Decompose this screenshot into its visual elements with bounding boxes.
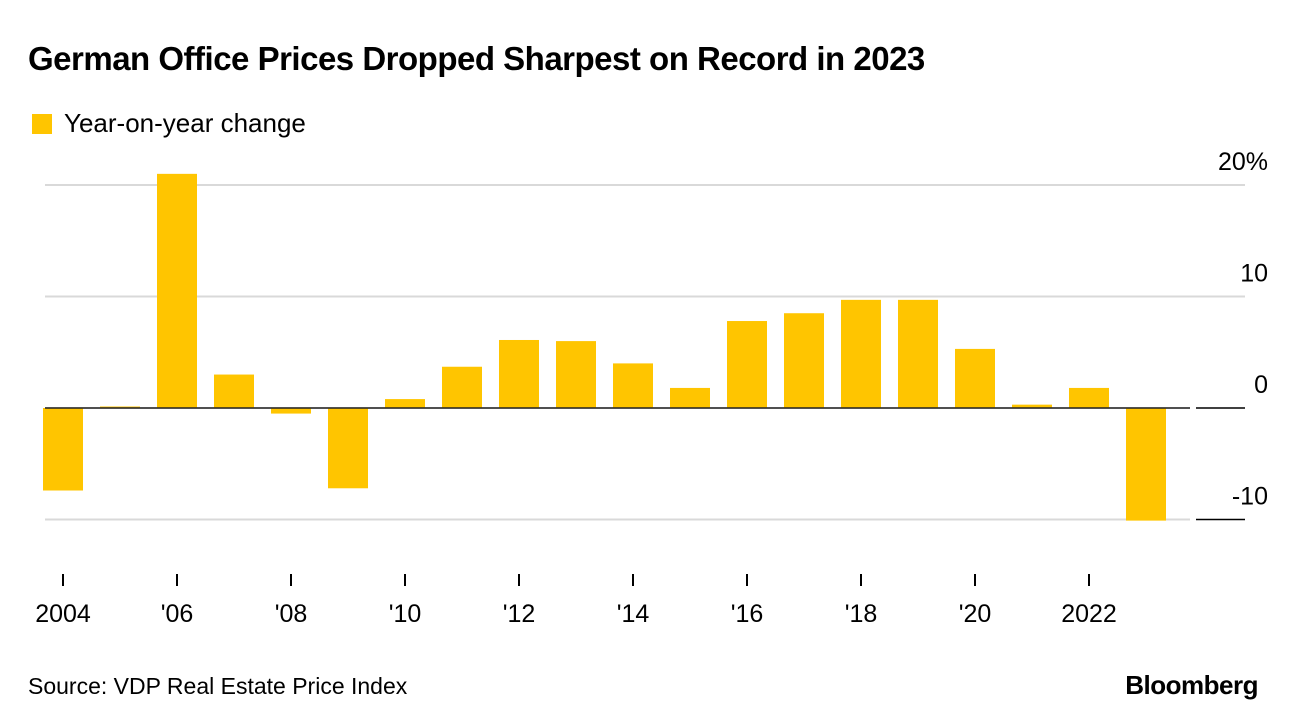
bar-2015 bbox=[670, 387, 710, 408]
bar-2014 bbox=[613, 363, 653, 408]
bar-2004 bbox=[43, 408, 83, 491]
y-tick-label: -10 bbox=[1232, 483, 1268, 511]
chart-title: German Office Prices Dropped Sharpest on… bbox=[28, 40, 925, 77]
bar-2013 bbox=[556, 341, 596, 408]
legend: Year-on-year change bbox=[32, 108, 306, 139]
bar-2007 bbox=[214, 374, 254, 408]
x-tick-label: '16 bbox=[731, 600, 764, 628]
y-tick-label: 20% bbox=[1218, 148, 1268, 176]
y-tick-label: 0 bbox=[1254, 371, 1268, 399]
bar-2011 bbox=[442, 366, 482, 408]
bar-2017 bbox=[784, 313, 824, 408]
bar-2010 bbox=[385, 399, 425, 408]
bar-2009 bbox=[328, 408, 368, 489]
y-tick-label: 10 bbox=[1240, 260, 1268, 288]
bar-2008 bbox=[271, 408, 311, 414]
bar-2012 bbox=[499, 339, 539, 408]
bar-2018 bbox=[841, 299, 881, 408]
bar-2022 bbox=[1069, 387, 1109, 408]
x-tick-label: '06 bbox=[161, 600, 194, 628]
x-tick-label: '20 bbox=[959, 600, 992, 628]
bloomberg-logo: Bloomberg bbox=[1125, 670, 1258, 700]
x-tick-label: '10 bbox=[389, 600, 422, 628]
x-tick-label: '08 bbox=[275, 600, 308, 628]
bar-2019 bbox=[898, 299, 938, 408]
x-tick-label: '18 bbox=[845, 600, 878, 628]
bar-2021 bbox=[1012, 404, 1052, 408]
x-tick-label: '12 bbox=[503, 600, 536, 628]
bar-2020 bbox=[955, 348, 995, 408]
legend-label: Year-on-year change bbox=[64, 108, 306, 138]
source-note: Source: VDP Real Estate Price Index bbox=[28, 673, 408, 699]
legend-swatch bbox=[32, 113, 52, 134]
x-tick-label: 2022 bbox=[1061, 600, 1117, 628]
bar-2023 bbox=[1126, 408, 1166, 521]
bar-2006 bbox=[157, 173, 197, 408]
bar-2016 bbox=[727, 321, 767, 408]
x-tick-label: 2004 bbox=[35, 600, 91, 628]
x-tick-label: '14 bbox=[617, 600, 650, 628]
